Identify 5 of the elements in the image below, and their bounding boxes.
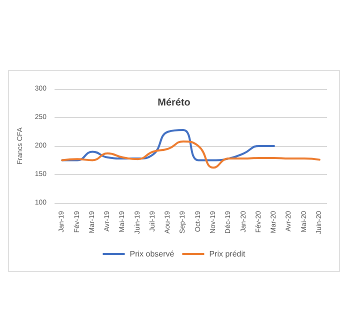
text: Méréto [158, 98, 190, 108]
legend-label: Prix observé [130, 250, 175, 258]
legend-label: Prix prédit [209, 250, 246, 258]
line-series [61, 129, 276, 162]
line-series [61, 140, 320, 169]
